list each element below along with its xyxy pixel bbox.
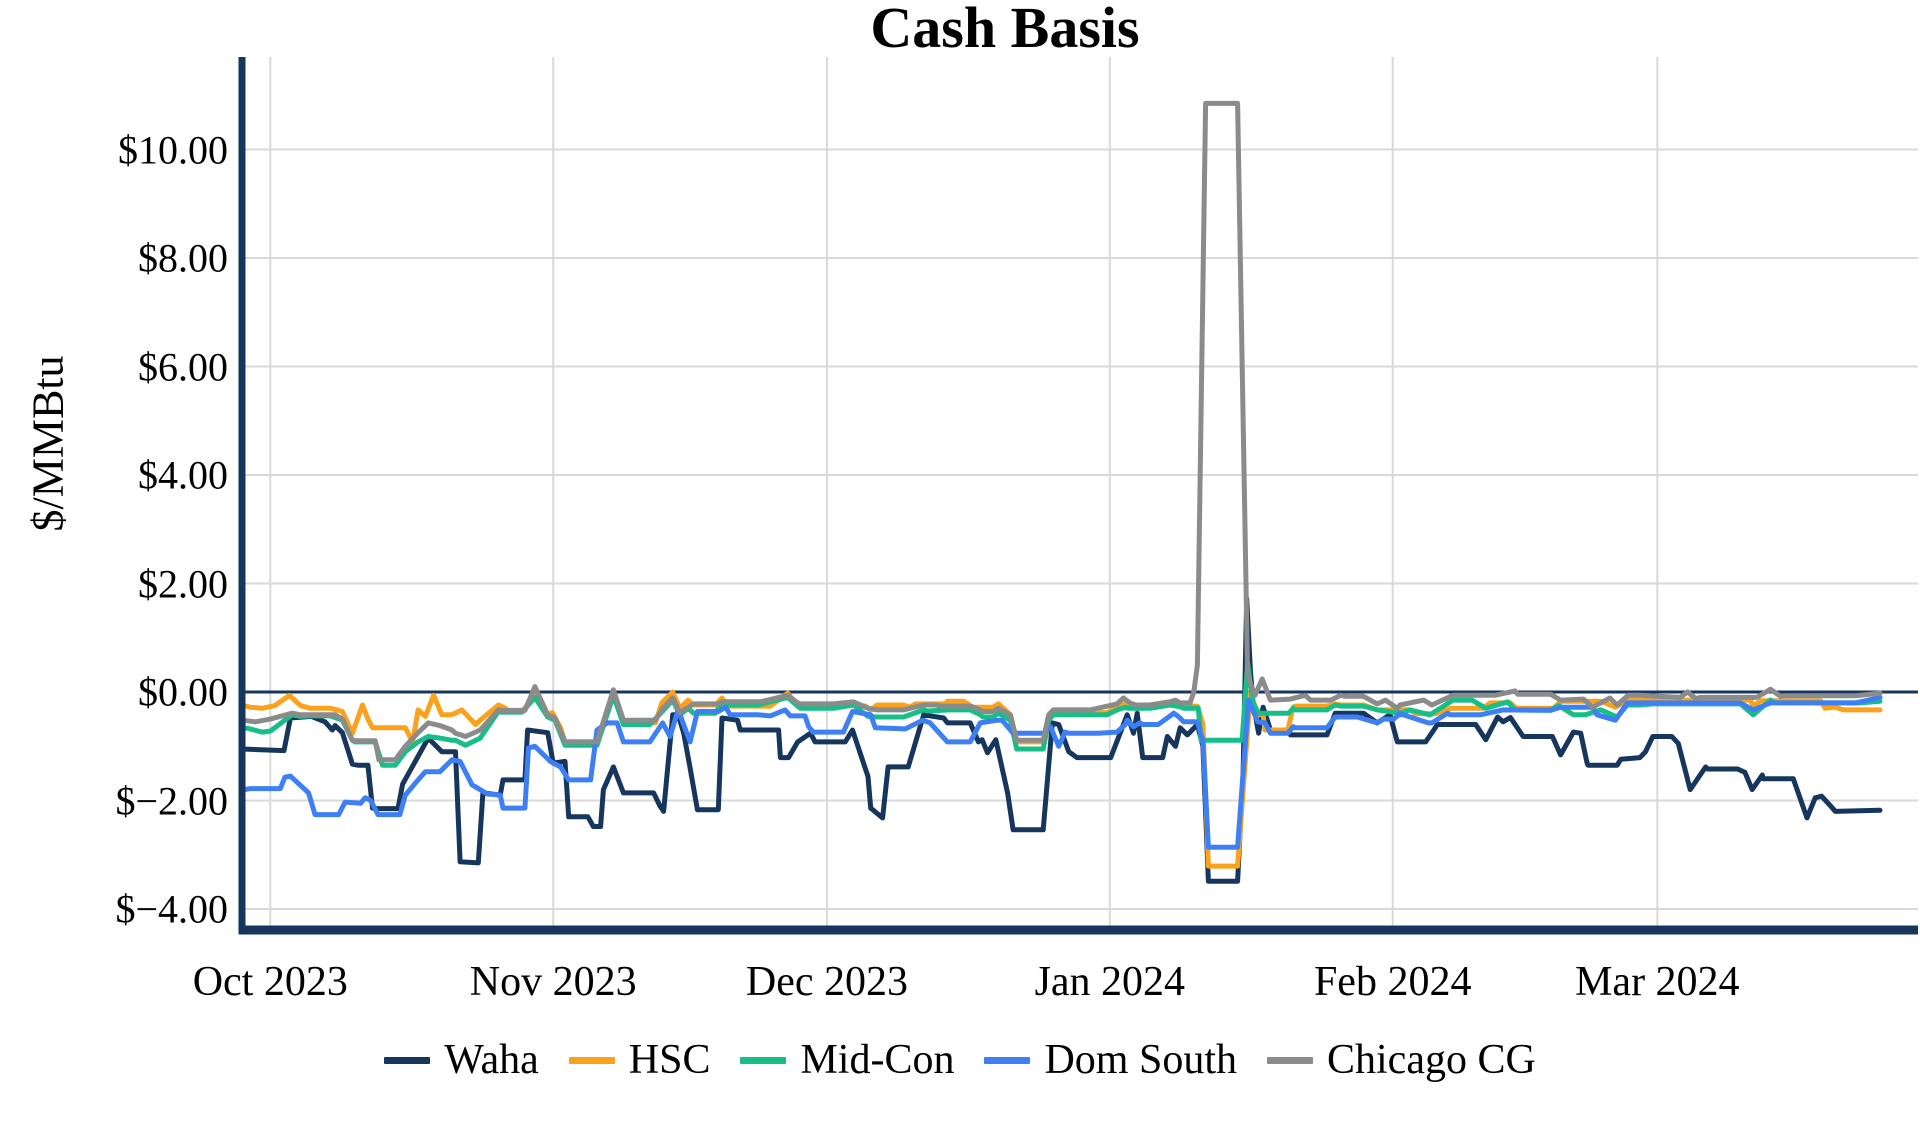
series-line-dom-south [239,694,1883,850]
y-tick-label: $6.00 [138,344,228,389]
y-tick-label: $0.00 [138,669,228,715]
legend-label: Chicago CG [1327,1037,1536,1083]
y-tick-label: $2.00 [138,561,228,606]
chart-legend: Waha HSC Mid-Con Dom South Chicago CG [0,1036,1920,1084]
x-tick-label: Nov 2023 [469,959,637,1005]
legend-swatch [384,1056,431,1064]
legend-swatch [984,1056,1031,1064]
y-axis-title: $/MMBtu [23,355,73,532]
x-tick-label: Dec 2023 [745,959,908,1005]
x-tick-label: Feb 2024 [1313,959,1472,1005]
series-line-chicago-cg [239,100,1883,763]
y-tick-label: $10.00 [118,127,228,172]
y-tick-label: $4.00 [138,452,228,498]
x-tick-label: Mar 2024 [1575,959,1740,1005]
y-tick-label: $8.00 [138,235,228,281]
y-tick-label: $−2.00 [115,778,228,823]
x-tick-label: Oct 2023 [192,959,348,1005]
legend-swatch [1267,1056,1313,1064]
y-tick-label: $−4.00 [115,886,228,932]
x-tick-label: Jan 2024 [1034,959,1186,1005]
legend-swatch [568,1056,615,1064]
legend-item-hsc: HSC [568,1036,711,1084]
series-line-mid-con [239,660,1883,768]
legend-item-mid-con: Mid-Con [740,1036,954,1084]
legend-label: Dom South [1044,1037,1237,1083]
legend-item-chicago-cg: Chicago CG [1267,1036,1536,1084]
legend-label: Waha [444,1037,539,1083]
series-line-hsc [239,689,1883,869]
chart-title: Cash Basis [870,0,1140,60]
legend-item-dom-south: Dom South [984,1036,1237,1084]
legend-item-waha: Waha [384,1036,539,1084]
legend-label: Mid-Con [800,1037,955,1083]
legend-label: HSC [628,1037,711,1083]
legend-swatch [740,1056,787,1064]
